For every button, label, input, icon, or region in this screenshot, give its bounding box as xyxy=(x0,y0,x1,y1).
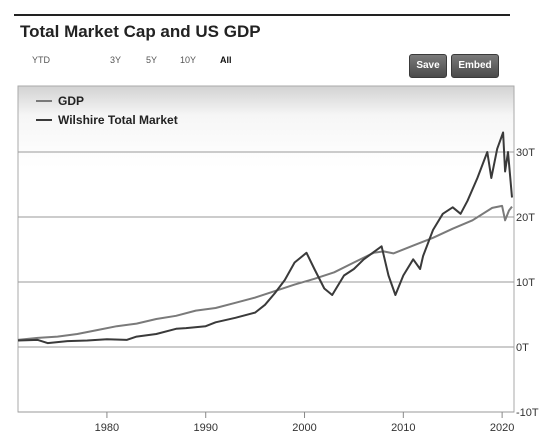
save-button[interactable]: Save xyxy=(409,54,447,78)
range-ytd-button[interactable]: YTD xyxy=(32,55,50,65)
plot-area xyxy=(17,85,515,413)
y-tick-label: 10T xyxy=(516,277,535,289)
y-tick-label: 20T xyxy=(516,212,535,224)
x-tick-label: 2020 xyxy=(490,422,514,434)
x-tick-label: 1990 xyxy=(193,422,217,434)
header-rule xyxy=(14,14,510,16)
legend-label[interactable]: Wilshire Total Market xyxy=(58,113,178,127)
legend-label[interactable]: GDP xyxy=(58,94,84,108)
x-tick-label: 2010 xyxy=(391,422,415,434)
x-tick-label: 1980 xyxy=(95,422,119,434)
page-title: Total Market Cap and US GDP xyxy=(20,22,261,41)
range-3y-button[interactable]: 3Y xyxy=(110,55,122,65)
y-tick-label: 30T xyxy=(516,147,535,159)
x-tick-label: 2000 xyxy=(292,422,316,434)
y-tick-label: -10T xyxy=(516,407,539,419)
series-line-wilshire-total-market xyxy=(17,131,513,345)
range-all-button[interactable]: All xyxy=(220,55,232,65)
embed-button[interactable]: Embed xyxy=(451,54,499,78)
range-10y-button[interactable]: 10Y xyxy=(180,55,197,65)
y-tick-label: 0T xyxy=(516,342,529,354)
series-line-gdp xyxy=(17,204,513,341)
range-5y-button[interactable]: 5Y xyxy=(146,55,158,65)
